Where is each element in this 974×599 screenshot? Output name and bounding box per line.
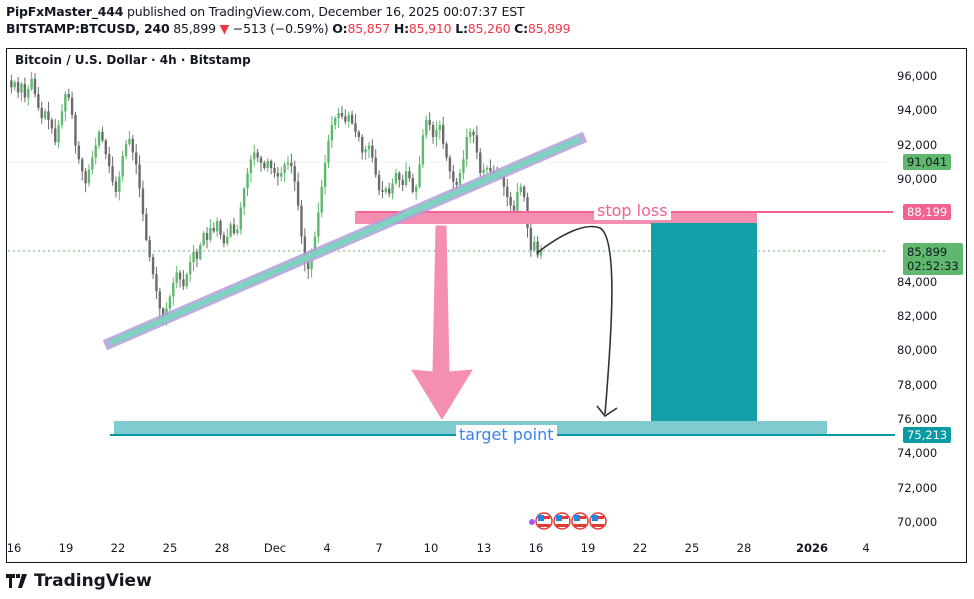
publish-info: PipFxMaster_444 published on TradingView…	[6, 4, 525, 19]
curved-arrow	[536, 225, 613, 415]
price-tick: 70,000	[897, 514, 938, 529]
down-arrow-icon: ▼	[219, 21, 230, 36]
time-tick: 10	[423, 541, 439, 555]
tradingview-logo[interactable]: TradingView	[6, 571, 152, 591]
time-tick: 22	[632, 541, 648, 555]
high-value: 85,910	[408, 21, 452, 36]
price-tick: 80,000	[897, 343, 938, 358]
sparkle-icon	[529, 519, 535, 525]
open-label: O:	[332, 21, 348, 36]
time-tick: Dec	[263, 541, 287, 555]
last-price-value: 85,899	[907, 245, 948, 259]
countdown: 02:52:33	[907, 259, 959, 273]
symbol: BITSTAMP:BTCUSD, 240	[6, 21, 170, 36]
time-tick: 25	[684, 541, 700, 555]
time-tick: 19	[580, 541, 596, 555]
target-point-label: target point	[456, 425, 557, 444]
time-tick: 28	[736, 541, 752, 555]
price-tick: 90,000	[897, 171, 938, 186]
price-tick: 72,000	[897, 480, 938, 495]
close-value: 85,899	[527, 21, 571, 36]
close-label: C:	[514, 21, 528, 36]
price-tick: 74,000	[897, 446, 938, 461]
publisher-name[interactable]: PipFxMaster_444	[6, 4, 124, 19]
last-price-label: 85,899 02:52:33	[903, 243, 963, 275]
high-label: H:	[393, 21, 409, 36]
high-marker-price-label: 91,041	[903, 154, 952, 170]
published-text: published on TradingView.com, December 1…	[123, 4, 525, 19]
symbol-info: BITSTAMP:BTCUSD, 240 85,899 ▼ −513 (−0.5…	[6, 21, 571, 36]
time-tick: 4	[862, 541, 870, 555]
price-change: −513 (−0.59%)	[232, 21, 329, 36]
economic-events[interactable]	[529, 512, 607, 530]
arrow-head-icon	[596, 405, 618, 418]
trendline	[108, 136, 582, 346]
candlestick-series	[10, 71, 543, 326]
time-tick: 2026	[795, 541, 829, 555]
time-tick: 13	[476, 541, 492, 555]
time-tick: 4	[323, 541, 331, 555]
time-tick: 25	[162, 541, 178, 555]
down-arrow-icon	[411, 225, 473, 420]
time-tick: 22	[110, 541, 126, 555]
price-tick: 84,000	[897, 274, 938, 289]
stop-loss-label: stop loss	[594, 201, 671, 220]
chart-frame[interactable]	[6, 48, 967, 563]
tradingview-logo-icon	[6, 574, 27, 588]
price-tick: 94,000	[897, 103, 938, 118]
brand-name: TradingView	[34, 571, 152, 591]
time-tick: 19	[58, 541, 74, 555]
stop-loss-price-label: 88,199	[903, 204, 952, 220]
price-tick: 78,000	[897, 377, 938, 392]
low-value: 85,260	[467, 21, 511, 36]
low-label: L:	[455, 21, 468, 36]
time-tick: 28	[214, 541, 230, 555]
last-price: 85,899	[173, 21, 216, 36]
price-tick: 92,000	[897, 137, 938, 152]
open-value: 85,857	[347, 21, 391, 36]
projection-box	[651, 223, 757, 421]
price-tick: 82,000	[897, 309, 938, 324]
price-tick: 96,000	[897, 69, 938, 83]
chart-title: Bitcoin / U.S. Dollar · 4h · Bitstamp	[15, 53, 251, 67]
time-tick: 16	[528, 541, 544, 555]
time-tick: 7	[375, 541, 383, 555]
price-tick: 76,000	[897, 412, 938, 426]
target-price-label: 75,213	[903, 427, 952, 443]
time-tick: 16	[6, 541, 22, 555]
